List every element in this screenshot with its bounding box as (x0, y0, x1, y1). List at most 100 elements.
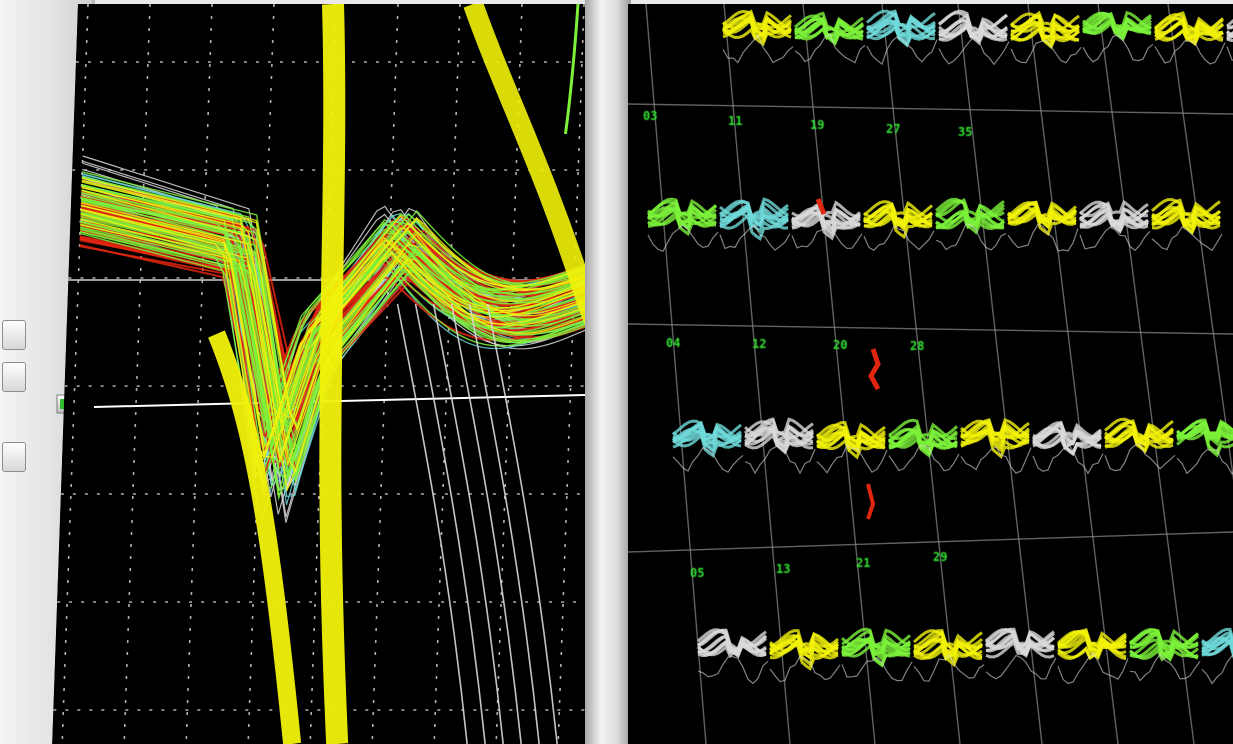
channel-grid-display[interactable]: 03 11 19 27 35 04 12 20 28 05 13 21 29 (628, 4, 1233, 744)
waveform-trace (1176, 448, 1233, 476)
waveform-overlay-plot (52, 4, 623, 744)
channel-waveform (1129, 627, 1201, 682)
waveform-trace (913, 638, 983, 668)
channel-waveform (938, 9, 1010, 66)
channel-waveform (1201, 627, 1233, 685)
waveform-trace (1129, 630, 1199, 661)
channel-waveform (841, 627, 913, 682)
waveform-trace (319, 4, 349, 744)
channel-waveform (769, 629, 841, 683)
waveform-trace (81, 185, 623, 459)
waveform-trace (1082, 34, 1154, 63)
grid-line-vertical (802, 4, 876, 744)
trigger-level-line (93, 393, 623, 408)
waveform-trace (913, 654, 985, 682)
waveform-trace (672, 419, 742, 448)
waveform-trace (563, 4, 580, 135)
waveform-trace (1154, 40, 1226, 65)
waveform-trace (450, 303, 522, 744)
waveform-trace (841, 656, 913, 682)
waveform-trace (888, 418, 959, 445)
waveform-trace (841, 627, 911, 654)
waveform-trace (432, 303, 504, 744)
waveform-trace (81, 177, 623, 427)
waveform-trace (672, 446, 744, 473)
waveform-trace (816, 423, 886, 454)
waveform-trace (1010, 39, 1082, 64)
waveform-trace (744, 426, 814, 455)
waveform-trace (1057, 651, 1129, 685)
waveform-trace (866, 9, 936, 31)
grid-line-horizontal (628, 103, 1233, 115)
channel-waveform (1104, 417, 1176, 472)
waveform-trace (1201, 637, 1233, 658)
waveform-trace (719, 199, 789, 228)
waveform-trace (80, 213, 622, 493)
channel-label: 11 (728, 114, 743, 128)
waveform-trace (1201, 638, 1233, 657)
waveform-trace (769, 629, 839, 653)
channel-waveform (791, 200, 863, 250)
waveform-trace (815, 198, 827, 215)
channel-waveform (1079, 199, 1151, 252)
waveform-trace (647, 224, 719, 253)
waveform-trace (866, 483, 876, 520)
channel-label: 21 (856, 556, 871, 570)
waveform-trace (1151, 198, 1221, 228)
waveform-trace (1201, 636, 1233, 659)
channel-waveform (1032, 420, 1104, 475)
waveform-trace (719, 211, 789, 242)
grid-line-vertical (957, 4, 1043, 744)
side-button-2[interactable] (2, 362, 26, 392)
waveform-trace (863, 200, 933, 229)
grid-line-vertical (881, 4, 961, 744)
waveform-trace (985, 640, 1055, 659)
side-button-1[interactable] (2, 320, 26, 350)
waveform-trace (1079, 226, 1151, 252)
waveform-trace (468, 303, 540, 744)
channel-waveform (1010, 10, 1082, 64)
waveform-trace (769, 640, 839, 660)
main-waveform-display[interactable] (52, 4, 623, 744)
channel-label: 13 (776, 562, 791, 576)
waveform-trace (1007, 206, 1077, 237)
waveform-trace (816, 421, 886, 445)
waveform-trace (938, 11, 1008, 42)
waveform-trace (414, 303, 486, 744)
waveform-trace (697, 628, 767, 659)
panel-divider (585, 0, 631, 744)
waveform-trace (863, 209, 933, 240)
channel-grid-plot (628, 4, 1233, 744)
side-button-3[interactable] (2, 442, 26, 472)
channel-label: 19 (810, 118, 825, 132)
channel-waveform (816, 421, 888, 474)
waveform-trace (960, 430, 1030, 459)
waveform-trace (486, 303, 558, 744)
waveform-trace (913, 629, 983, 659)
channel-waveform (1154, 11, 1226, 65)
waveform-trace (79, 228, 622, 476)
waveform-trace (81, 179, 623, 429)
waveform-trace (985, 628, 1055, 657)
waveform-trace (1154, 16, 1224, 47)
channel-label: 29 (933, 550, 948, 564)
waveform-trace (1007, 201, 1077, 230)
channel-waveform (697, 628, 769, 685)
grid-line-horizontal (628, 531, 1233, 553)
trace-group (80, 177, 623, 493)
waveform-trace (81, 189, 623, 474)
waveform-trace (80, 224, 622, 463)
channel-label: 05 (690, 566, 705, 580)
grid-line-vertical (723, 4, 791, 744)
waveform-trace (722, 34, 794, 64)
waveform-trace (396, 303, 468, 744)
channel-label: 20 (833, 338, 848, 352)
waveform-trace (647, 206, 717, 237)
waveform-trace (913, 629, 983, 653)
waveform-trace (769, 655, 841, 683)
waveform-trace (1010, 12, 1080, 43)
waveform-trace (866, 36, 938, 66)
grid-line-vertical (1097, 4, 1195, 744)
waveform-trace (868, 348, 881, 391)
